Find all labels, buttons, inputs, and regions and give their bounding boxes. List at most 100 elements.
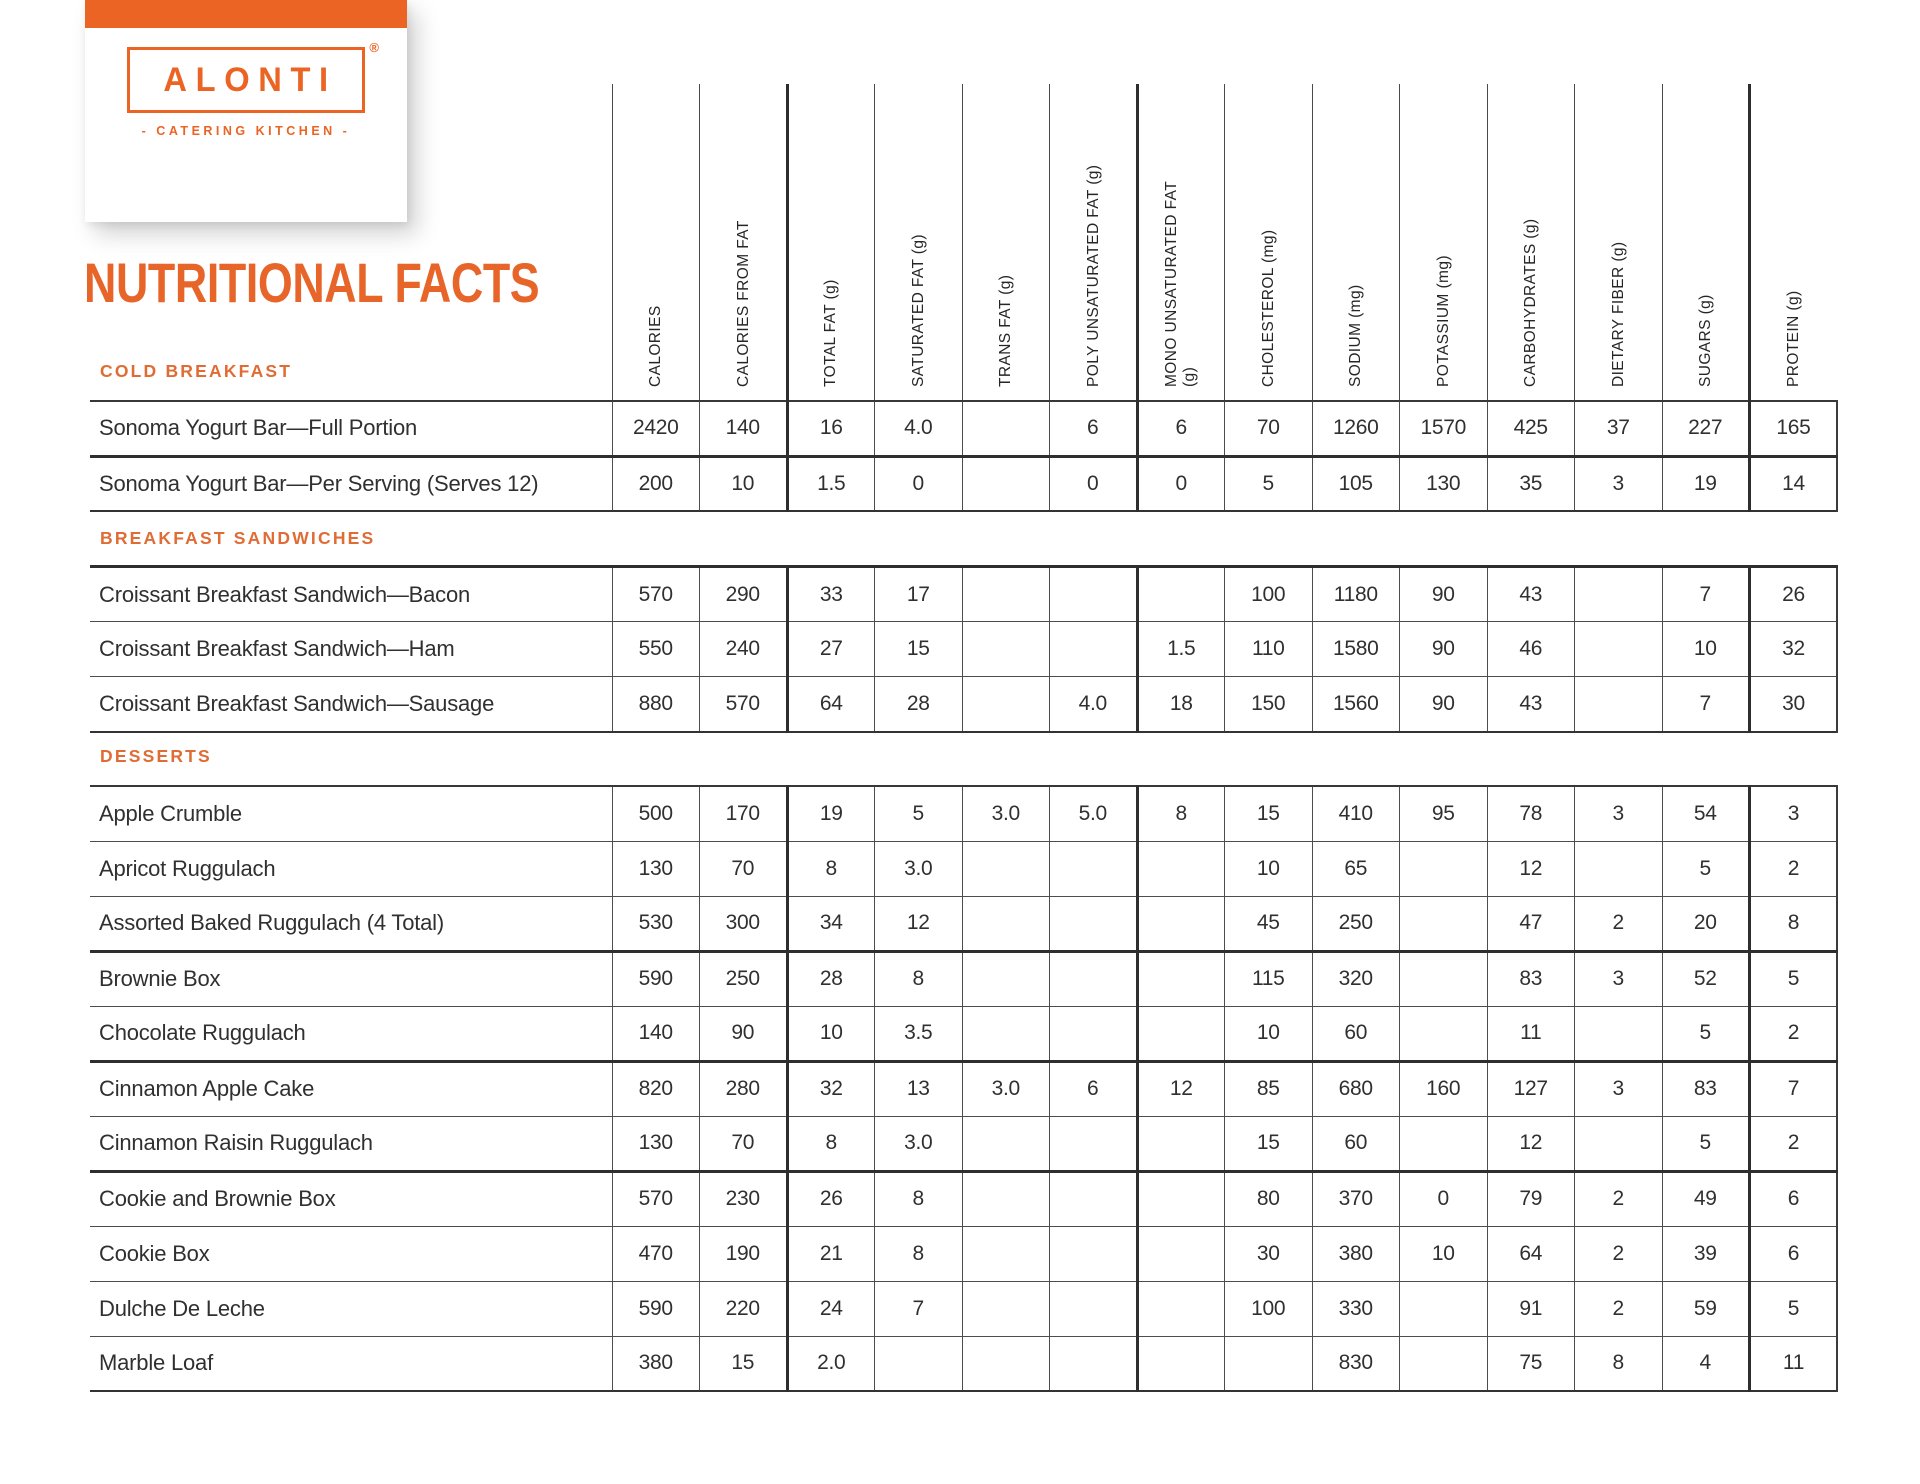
nutrient-value-cell: 39 xyxy=(1661,1226,1750,1281)
nutrient-value-cell: 33 xyxy=(785,566,875,622)
column-divider-line xyxy=(874,84,875,400)
nutrient-value-cell xyxy=(1574,1116,1662,1171)
nutrient-value-cell: 115 xyxy=(1224,951,1312,1006)
table-row: Cinnamon Raisin Ruggulach 130 70 8 3.0 15 60 12… xyxy=(90,1116,1838,1171)
nutrient-value-cell: 30 xyxy=(1224,1226,1312,1281)
item-name-cell: Assorted Baked Ruggulach (4 Total) xyxy=(99,910,444,935)
nutrient-value-cell: 3.0 xyxy=(961,786,1050,841)
column-header: POLY UNSATURATED FAT (g) xyxy=(1050,94,1138,400)
nutrient-value-cell: 5 xyxy=(1661,841,1750,896)
section-label: COLD BREAKFAST xyxy=(100,361,293,381)
nutrient-value-cell: 2 xyxy=(1574,1171,1662,1226)
nutrient-value-cell: 10 xyxy=(699,456,787,511)
nutrient-value-cell: 130 xyxy=(611,1116,700,1171)
item-name-cell: Chocolate Ruggulach xyxy=(99,1020,306,1045)
brand-tagline: - CATERING KITCHEN - xyxy=(141,124,351,138)
column-header-label: SODIUM (mg) xyxy=(1346,284,1364,387)
nutrient-value-cell xyxy=(961,1116,1050,1171)
nutrient-value-cell: 8 xyxy=(1748,896,1838,951)
nutrient-value-cell: 3 xyxy=(1574,786,1662,841)
nutrient-value-cell: 60 xyxy=(1311,1006,1400,1061)
nutrient-value-cell xyxy=(961,951,1050,1006)
nutrient-value-cell: 150 xyxy=(1224,676,1312,732)
nutrient-value-cell xyxy=(961,1006,1050,1061)
nutrient-value-cell xyxy=(1135,1281,1225,1336)
brand-top-bar xyxy=(85,0,407,28)
nutrient-value-cell xyxy=(1399,896,1487,951)
nutrient-value-cell: 8 xyxy=(874,951,962,1006)
nutrient-value-cell: 52 xyxy=(1661,951,1750,1006)
item-name-cell: Croissant Breakfast Sandwich—Sausage xyxy=(99,690,495,716)
nutrient-value-cell: 8 xyxy=(874,1226,962,1281)
item-name-cell: Cinnamon Raisin Ruggulach xyxy=(99,1130,373,1155)
nutrient-value-cell xyxy=(1135,1171,1225,1226)
nutrient-value-cell: 90 xyxy=(1399,676,1487,732)
section-label: BREAKFAST SANDWICHES xyxy=(100,528,376,548)
nutrient-value-cell: 75 xyxy=(1486,1336,1575,1391)
nutrient-value-cell: 7 xyxy=(1661,566,1750,622)
nutrient-value-cell: 70 xyxy=(699,841,787,896)
item-name-cell: Brownie Box xyxy=(99,966,221,991)
nutrient-value-cell: 8 xyxy=(785,1116,875,1171)
table-row: Apricot Ruggulach 130 70 8 3.0 10 65 12 5 2 xyxy=(90,841,1838,896)
nutrient-value-cell: 1.5 xyxy=(1135,621,1225,677)
nutrient-value-cell xyxy=(1135,1336,1225,1391)
nutrient-value-cell xyxy=(961,1171,1050,1226)
nutrient-value-cell: 110 xyxy=(1224,621,1312,677)
nutrient-value-cell xyxy=(961,896,1050,951)
nutrient-value-cell xyxy=(961,841,1050,896)
nutrient-value-cell: 4.0 xyxy=(874,401,962,456)
nutrient-value-cell: 6 xyxy=(1748,1171,1838,1226)
nutrient-value-cell: 37 xyxy=(1574,401,1662,456)
nutrient-value-cell xyxy=(1049,1281,1137,1336)
item-name-cell: Dulche De Leche xyxy=(99,1295,265,1321)
nutrient-value-cell: 17 xyxy=(874,566,962,622)
brand-logo: ALONTI xyxy=(163,60,337,99)
nutrient-value-cell: 680 xyxy=(1311,1061,1400,1116)
nutrient-value-cell: 7 xyxy=(874,1281,962,1336)
column-divider-line xyxy=(1661,84,1663,400)
nutrient-value-cell: 2 xyxy=(1748,1006,1838,1061)
nutrient-value-cell: 32 xyxy=(785,1061,875,1116)
nutrient-value-cell xyxy=(961,621,1050,677)
table-row: Sonoma Yogurt Bar—Per Serving (Serves 12… xyxy=(90,456,1838,511)
nutrient-value-cell: 1.5 xyxy=(785,456,875,511)
nutrient-value-cell xyxy=(961,566,1050,622)
nutrient-value-cell: 8 xyxy=(874,1171,962,1226)
nutrient-value-cell: 2420 xyxy=(611,401,700,456)
nutrient-value-cell: 2 xyxy=(1574,896,1662,951)
column-divider-line xyxy=(1486,84,1488,400)
nutrient-value-cell: 19 xyxy=(1661,456,1750,511)
nutrient-value-cell: 19 xyxy=(785,786,875,841)
nutrient-value-cell: 15 xyxy=(1224,786,1312,841)
nutrient-value-cell: 1580 xyxy=(1311,621,1400,677)
nutrient-value-cell: 140 xyxy=(611,1006,700,1061)
nutrient-value-cell: 880 xyxy=(611,676,700,732)
nutrient-value-cell: 83 xyxy=(1661,1061,1750,1116)
nutrient-value-cell: 10 xyxy=(1399,1226,1487,1281)
nutrient-value-cell: 220 xyxy=(699,1281,787,1336)
item-name-cell: Cookie Box xyxy=(99,1240,210,1266)
nutrient-value-cell: 49 xyxy=(1661,1171,1750,1226)
nutrient-value-cell: 26 xyxy=(785,1171,875,1226)
nutrient-value-cell xyxy=(1049,1171,1137,1226)
nutrient-value-cell xyxy=(961,456,1050,511)
nutrient-value-cell xyxy=(961,401,1050,456)
nutrient-value-cell: 70 xyxy=(699,1116,787,1171)
nutrient-value-cell: 500 xyxy=(611,786,700,841)
nutrient-value-cell: 165 xyxy=(1748,401,1838,456)
column-header: MONO UNSATURATED FAT (g) xyxy=(1137,94,1225,400)
nutrient-value-cell: 46 xyxy=(1486,621,1575,677)
nutrient-value-cell: 90 xyxy=(1399,621,1487,677)
nutrient-value-cell: 6 xyxy=(1049,1061,1137,1116)
item-name-cell: Sonoma Yogurt Bar—Full Portion xyxy=(99,415,418,441)
column-header: SUGARS (g) xyxy=(1662,94,1750,400)
nutrient-value-cell: 0 xyxy=(1049,456,1137,511)
nutrient-value-cell: 10 xyxy=(1224,841,1312,896)
nutrient-value-cell xyxy=(1049,1006,1137,1061)
nutrient-value-cell xyxy=(1135,841,1225,896)
column-header-label: PROTEIN (g) xyxy=(1784,290,1802,387)
nutrient-value-cell: 0 xyxy=(1399,1171,1487,1226)
nutrient-value-cell: 8 xyxy=(785,841,875,896)
